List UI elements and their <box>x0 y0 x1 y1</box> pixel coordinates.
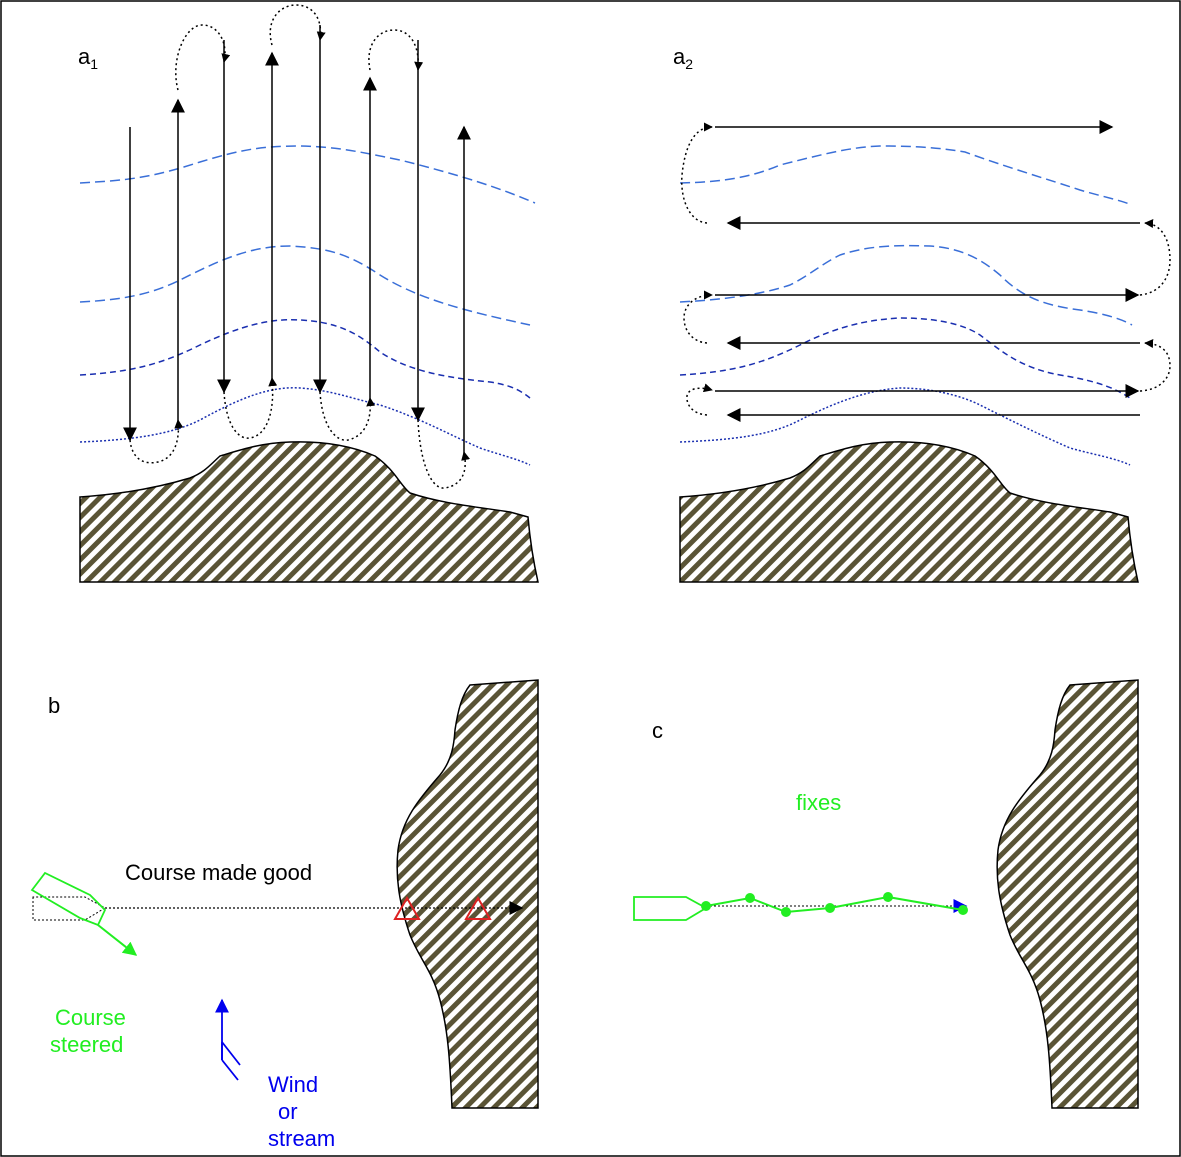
panel-c: c fixes <box>634 680 1138 1108</box>
depth-contour <box>80 320 530 398</box>
wind-arrow-feathers <box>222 1042 240 1080</box>
wind-label: Wind <box>268 1072 318 1097</box>
course-steered-label: Course <box>55 1005 126 1030</box>
panel-a1: a1 <box>78 5 538 582</box>
panel-a1-label: a1 <box>78 44 98 72</box>
course-made-good-label: Course made good <box>125 860 312 885</box>
turn-loop <box>1140 343 1170 391</box>
wind-label: or <box>278 1099 298 1124</box>
panel-b: b Course made good Course steered Wind o… <box>32 680 538 1151</box>
land-mass <box>397 680 538 1108</box>
land-mass <box>680 442 1138 582</box>
fix-point <box>701 901 711 911</box>
depth-contour <box>80 146 535 203</box>
panel-a2: a2 <box>673 44 1170 582</box>
turn-loop <box>224 378 273 438</box>
turn-loop <box>270 5 320 45</box>
fix-point <box>825 903 835 913</box>
turn-loop <box>320 392 370 440</box>
land-mass <box>997 680 1138 1108</box>
panel-c-label: c <box>652 718 663 743</box>
fix-point <box>958 905 968 915</box>
panel-b-label: b <box>48 693 60 718</box>
turn-loop <box>130 420 178 463</box>
turn-loop <box>682 127 712 223</box>
fix-point <box>745 893 755 903</box>
boat <box>634 897 706 920</box>
course-steered-label: steered <box>50 1032 123 1057</box>
turn-loop <box>369 30 418 70</box>
depth-contour <box>80 246 530 325</box>
boat-steered <box>32 873 105 925</box>
wind-label: stream <box>268 1126 335 1151</box>
course-steered-arrow <box>98 925 136 955</box>
depth-contour <box>680 246 1132 325</box>
turn-loop <box>176 25 225 90</box>
panel-a2-label: a2 <box>673 44 693 72</box>
land-mass <box>80 442 538 582</box>
depth-contour <box>680 318 1130 398</box>
depth-contour <box>680 146 1132 205</box>
fixes-label: fixes <box>796 790 841 815</box>
turn-loop <box>1140 223 1170 295</box>
turn-loop <box>687 388 712 415</box>
fix-point <box>781 907 791 917</box>
fix-point <box>883 892 893 902</box>
